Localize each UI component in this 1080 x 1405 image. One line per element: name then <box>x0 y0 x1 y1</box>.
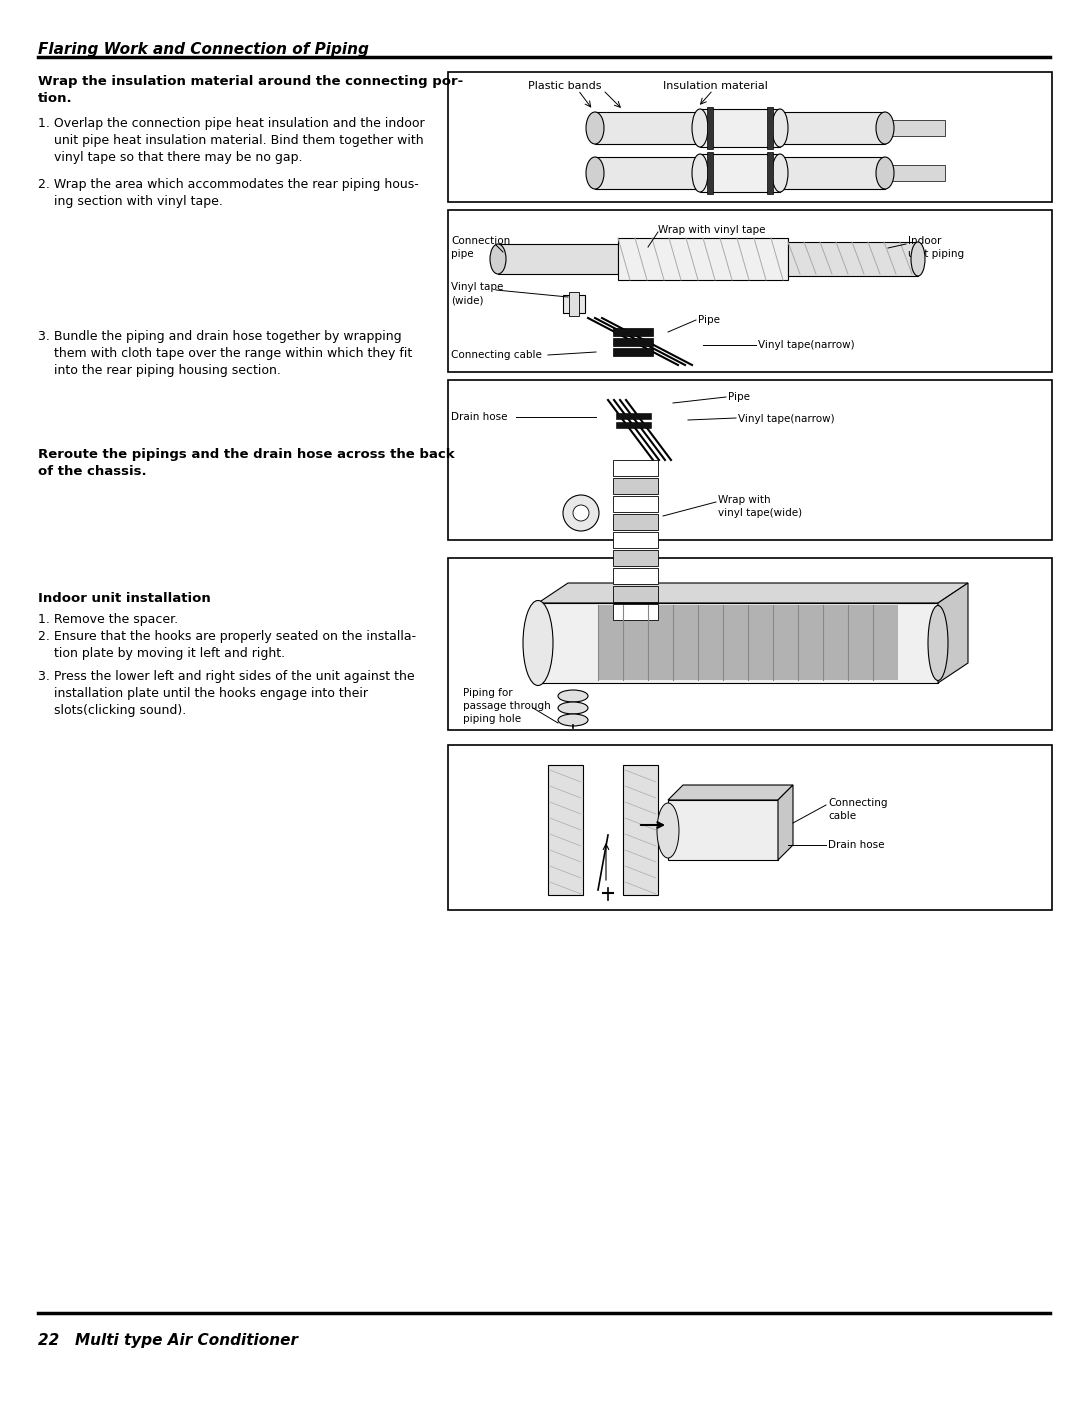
Bar <box>767 107 773 149</box>
Text: Insulation material: Insulation material <box>663 81 768 91</box>
Bar <box>707 152 713 194</box>
Bar <box>616 422 651 429</box>
Text: Vinyl tape
(wide): Vinyl tape (wide) <box>451 282 503 305</box>
Bar <box>885 119 945 136</box>
Ellipse shape <box>692 110 708 148</box>
Ellipse shape <box>586 157 604 190</box>
Ellipse shape <box>657 804 679 858</box>
Bar <box>613 327 653 336</box>
Ellipse shape <box>692 155 708 192</box>
Text: 2. Ensure that the hooks are properly seated on the installa-
    tion plate by : 2. Ensure that the hooks are properly se… <box>38 629 416 660</box>
Text: 3. Bundle the piping and drain hose together by wrapping
    them with cloth tap: 3. Bundle the piping and drain hose toge… <box>38 330 413 377</box>
Ellipse shape <box>490 244 507 274</box>
Ellipse shape <box>558 714 588 726</box>
Text: Plastic bands: Plastic bands <box>528 81 602 91</box>
Text: Wrap with vinyl tape: Wrap with vinyl tape <box>658 225 766 235</box>
Text: Indoor
unit piping: Indoor unit piping <box>908 236 964 259</box>
Bar <box>613 459 658 476</box>
Bar <box>707 107 713 149</box>
Text: Pipe: Pipe <box>698 315 720 325</box>
Text: Pipe: Pipe <box>728 392 750 402</box>
Polygon shape <box>778 785 793 860</box>
Polygon shape <box>669 799 778 860</box>
Bar <box>563 295 585 313</box>
Ellipse shape <box>558 690 588 702</box>
Bar <box>767 152 773 194</box>
Text: 1. Remove the spacer.: 1. Remove the spacer. <box>38 613 178 627</box>
Text: Vinyl tape(narrow): Vinyl tape(narrow) <box>758 340 854 350</box>
Polygon shape <box>538 583 968 603</box>
Ellipse shape <box>928 606 948 680</box>
Bar <box>788 242 918 275</box>
Text: 1. Overlap the connection pipe heat insulation and the indoor
    unit pipe heat: 1. Overlap the connection pipe heat insu… <box>38 117 424 164</box>
Bar <box>613 549 658 566</box>
Text: Piping for
passage through
piping hole: Piping for passage through piping hole <box>463 688 551 725</box>
Bar <box>448 379 1052 540</box>
Text: Indoor unit installation: Indoor unit installation <box>38 592 211 606</box>
Text: 2. Wrap the area which accommodates the rear piping hous-
    ing section with v: 2. Wrap the area which accommodates the … <box>38 178 419 208</box>
Text: Reroute the pipings and the drain hose across the back
of the chassis.: Reroute the pipings and the drain hose a… <box>38 448 455 478</box>
Bar <box>700 110 780 148</box>
Bar <box>613 496 658 511</box>
Polygon shape <box>669 785 793 799</box>
Bar <box>613 586 658 601</box>
Bar <box>448 745 1052 910</box>
Ellipse shape <box>876 112 894 143</box>
Bar <box>598 606 897 680</box>
Bar <box>613 514 658 530</box>
Ellipse shape <box>912 242 924 275</box>
Polygon shape <box>939 583 968 683</box>
Ellipse shape <box>573 504 589 521</box>
Ellipse shape <box>772 110 788 148</box>
Bar <box>548 764 583 895</box>
Ellipse shape <box>586 112 604 143</box>
Bar <box>885 164 945 181</box>
Text: 3. Press the lower left and right sides of the unit against the
    installation: 3. Press the lower left and right sides … <box>38 670 415 717</box>
Bar <box>700 155 780 192</box>
Text: Connecting
cable: Connecting cable <box>828 798 888 821</box>
Bar <box>448 209 1052 372</box>
Bar <box>613 568 658 584</box>
Text: Wrap with
vinyl tape(wide): Wrap with vinyl tape(wide) <box>718 495 802 518</box>
Bar <box>498 244 618 274</box>
Bar <box>448 72 1052 202</box>
Bar <box>613 339 653 346</box>
Text: Vinyl tape(narrow): Vinyl tape(narrow) <box>738 414 835 424</box>
Bar <box>613 478 658 495</box>
Text: 22   Multi type Air Conditioner: 22 Multi type Air Conditioner <box>38 1333 298 1347</box>
Bar <box>618 237 788 280</box>
Bar <box>569 292 579 316</box>
Polygon shape <box>538 603 939 683</box>
Bar <box>595 112 885 143</box>
Bar <box>623 764 658 895</box>
Text: Drain hose: Drain hose <box>451 412 508 422</box>
Bar <box>448 558 1052 731</box>
Ellipse shape <box>563 495 599 531</box>
Ellipse shape <box>523 600 553 686</box>
Text: Drain hose: Drain hose <box>828 840 885 850</box>
Ellipse shape <box>772 155 788 192</box>
Text: Connecting cable: Connecting cable <box>451 350 542 360</box>
Bar <box>595 157 885 190</box>
Bar <box>613 532 658 548</box>
Ellipse shape <box>876 157 894 190</box>
Ellipse shape <box>558 702 588 714</box>
Text: Flaring Work and Connection of Piping: Flaring Work and Connection of Piping <box>38 42 369 58</box>
Bar <box>616 413 651 419</box>
Bar <box>613 604 658 620</box>
Text: Wrap the insulation material around the connecting por-
tion.: Wrap the insulation material around the … <box>38 74 463 105</box>
Bar <box>613 348 653 355</box>
Text: Connection
pipe: Connection pipe <box>451 236 510 259</box>
